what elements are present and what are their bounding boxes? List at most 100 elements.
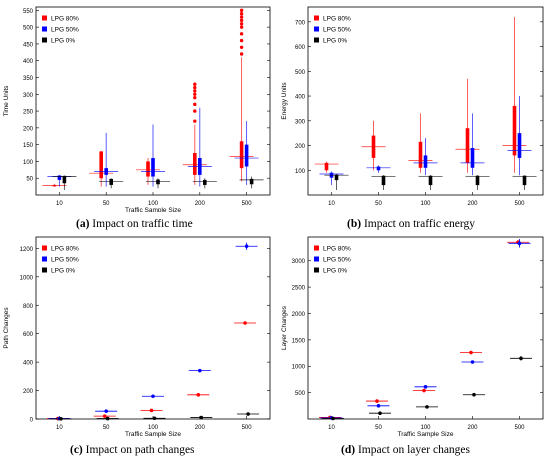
data-point (378, 411, 382, 415)
y-axis-label: Time Units (3, 85, 10, 117)
x-tick-label: 50 (103, 425, 110, 431)
x-tick-label: 100 (148, 201, 159, 207)
box (428, 175, 433, 186)
y-axis-label: Path Changes (3, 307, 10, 349)
legend-label: LPG 50% (323, 257, 351, 264)
outlier-point (193, 89, 197, 93)
box (57, 175, 62, 180)
legend-marker (314, 26, 319, 32)
outlier-point (193, 92, 197, 96)
data-point (149, 408, 154, 413)
box (324, 162, 329, 171)
box (203, 179, 207, 185)
legend-marker (314, 245, 319, 251)
chart-layer-changes: 500 1000 1500 2000 2500 3000 10 50 100 200 500 Traf… (281, 236, 544, 438)
data-point (59, 417, 63, 421)
box (423, 155, 428, 168)
x-tick-label: 500 (242, 425, 253, 431)
legend-label: LPG 80% (323, 16, 351, 23)
x-tick-label: 500 (514, 201, 525, 207)
box (465, 128, 470, 163)
y-tick-label: 1500 (292, 338, 306, 344)
box (99, 151, 103, 179)
plot-frame (35, 236, 271, 420)
y-tick-label: 300 (23, 93, 34, 99)
box (151, 158, 155, 177)
data-point (470, 360, 475, 364)
outlier-point (239, 8, 244, 13)
x-tick-label: 50 (375, 201, 382, 207)
legend-label: LPG 0% (323, 268, 347, 275)
x-tick-label: 100 (420, 425, 431, 431)
y-tick-label: 450 (23, 42, 34, 48)
box (62, 175, 67, 184)
y-axis-label: Layer Changes (281, 305, 288, 350)
outlier-point (193, 95, 197, 100)
caption-b: (b) Impact on traffic energy (347, 218, 475, 230)
data-point (246, 412, 250, 416)
x-axis-label: Traffic Sample Size (125, 431, 181, 438)
y-tick-label: 150 (23, 143, 34, 149)
x-tick-label: 500 (514, 425, 525, 431)
y-tick-label: 2000 (292, 312, 306, 318)
legend-marker (314, 256, 319, 262)
data-point (472, 392, 476, 397)
y-tick-label: 350 (23, 76, 34, 82)
data-point (152, 416, 157, 421)
y-axis-label: Energy Units (281, 82, 288, 120)
box (376, 166, 381, 171)
box (146, 161, 150, 177)
data-point (243, 321, 247, 325)
x-tick-label: 100 (148, 425, 159, 431)
legend-marker (42, 245, 47, 251)
y-tick-label: 100 (295, 169, 306, 175)
legend: LPG 80% LPG 50% LPG 0% (314, 245, 351, 275)
legend: LPG 80% LPG 50% LPG 0% (42, 245, 79, 275)
data-point (423, 385, 428, 389)
box (475, 175, 480, 186)
outlier-point (239, 45, 244, 49)
data-point (105, 416, 110, 421)
legend-label: LPG 50% (323, 27, 351, 34)
data-point (519, 356, 523, 361)
outlier-point (239, 22, 244, 26)
y-tick-label: 200 (295, 144, 306, 150)
y-tick-label: 1200 (20, 247, 34, 253)
x-axis-label: Traffic Sample Size (398, 431, 454, 438)
y-tick-label: 400 (23, 59, 34, 65)
caption-c: (c) Impact on path changes (70, 444, 195, 456)
x-tick-label: 200 (467, 425, 478, 431)
chart-traffic-energy: 100 200 300 400 500 600 700 10 50 100 200 500 Energy… (281, 6, 544, 207)
y-tick-label: 800 (23, 304, 34, 310)
box (239, 141, 244, 169)
x-tick-label: 50 (375, 425, 382, 431)
data-point (198, 368, 202, 373)
y-tick-label: 2500 (292, 286, 306, 292)
x-tick-label: 200 (195, 425, 206, 431)
data-point (425, 405, 429, 409)
caption-d: (d) Impact on layer changes (341, 444, 471, 456)
y-tick-label: 600 (23, 332, 34, 338)
y-tick-label: 1000 (292, 365, 306, 371)
box (418, 141, 423, 168)
y-tick-label: 600 (295, 45, 306, 51)
box (512, 105, 517, 156)
x-tick-label: 100 (420, 201, 431, 207)
legend-marker (42, 37, 47, 43)
data-point (244, 244, 249, 249)
x-tick-label: 10 (56, 201, 63, 207)
legend-label: LPG 0% (51, 38, 75, 45)
y-tick-label: 3000 (292, 259, 306, 265)
legend-label: LPG 80% (51, 246, 79, 253)
y-tick-label: 500 (295, 391, 306, 397)
x-tick-label: 500 (242, 201, 253, 207)
box (244, 144, 249, 167)
chart-path-changes: 0 200 400 600 800 1000 1200 10 50 100 200 500 Traffi… (3, 236, 271, 438)
outlier-point (239, 52, 244, 56)
y-tick-label: 1000 (20, 275, 34, 281)
y-tick-label: 200 (23, 389, 34, 395)
outlier-point (193, 109, 197, 113)
x-tick-label: 10 (56, 425, 63, 431)
outlier-point (239, 12, 244, 16)
